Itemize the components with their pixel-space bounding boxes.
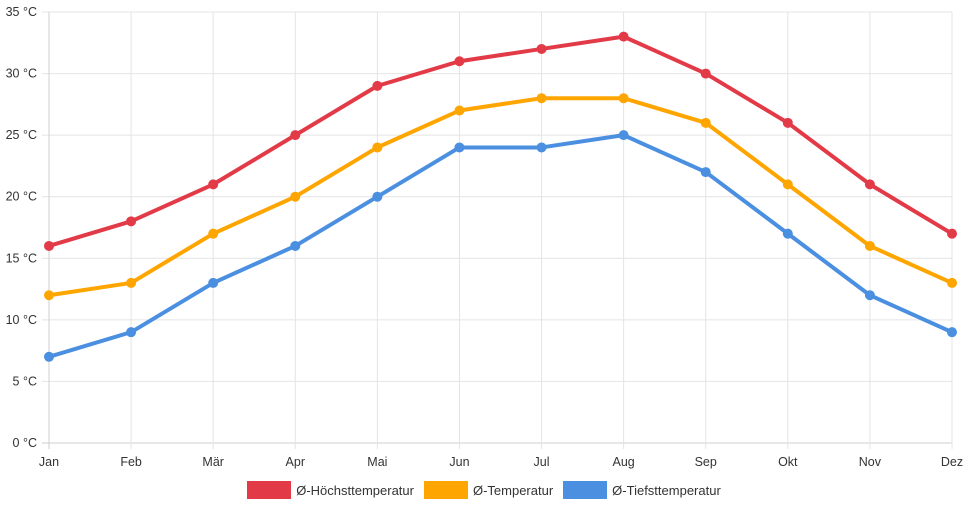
legend-label-high: Ø-Höchsttemperatur	[296, 482, 414, 498]
y-tick-label: 10 °C	[6, 313, 37, 327]
data-point[interactable]	[208, 179, 219, 190]
data-point[interactable]	[782, 117, 793, 128]
x-tick-label: Apr	[286, 455, 305, 469]
data-point[interactable]	[864, 290, 875, 301]
y-tick-label: 5 °C	[13, 374, 37, 388]
data-point[interactable]	[290, 191, 301, 202]
legend-item-avg[interactable]: Ø-Temperatur	[423, 481, 554, 499]
data-point[interactable]	[700, 117, 711, 128]
y-tick-label: 35 °C	[6, 5, 37, 19]
data-point[interactable]	[782, 179, 793, 190]
data-point[interactable]	[290, 240, 301, 251]
series-2	[44, 130, 957, 362]
x-tick-label: Sep	[695, 455, 717, 469]
data-point[interactable]	[618, 93, 629, 104]
x-tick-label: Nov	[859, 455, 882, 469]
data-point[interactable]	[126, 277, 137, 288]
y-tick-label: 20 °C	[6, 190, 37, 204]
y-tick-label: 30 °C	[6, 67, 37, 81]
series-line	[48, 133, 953, 359]
x-axis: Jan Feb Mär Apr Mai Jun Jul Aug Sep Okt Nov Dez	[39, 455, 963, 469]
data-point[interactable]	[947, 277, 957, 288]
data-point[interactable]	[44, 351, 54, 362]
x-tick-label: Dez	[941, 455, 963, 469]
data-point[interactable]	[864, 240, 875, 251]
data-point[interactable]	[536, 142, 547, 153]
legend-label-avg: Ø-Temperatur	[472, 482, 554, 498]
series-0	[44, 31, 957, 251]
data-point[interactable]	[618, 31, 629, 42]
series-group	[44, 31, 957, 362]
data-point[interactable]	[536, 93, 547, 104]
data-point[interactable]	[44, 290, 54, 301]
legend: Ø-Höchsttemperatur Ø-Temperatur Ø-Tiefst…	[0, 481, 968, 499]
data-point[interactable]	[536, 43, 547, 54]
data-point[interactable]	[618, 130, 629, 141]
data-point[interactable]	[700, 167, 711, 178]
x-tick-label: Jan	[39, 455, 59, 469]
legend-item-high[interactable]: Ø-Höchsttemperatur	[247, 481, 414, 499]
x-tick-label: Feb	[120, 455, 142, 469]
y-axis: 0 °C 5 °C 10 °C 15 °C 20 °C 25 °C 30 °C 35 °C	[6, 5, 37, 450]
data-point[interactable]	[126, 216, 137, 227]
series-1	[44, 93, 957, 301]
data-point[interactable]	[947, 327, 957, 338]
data-point[interactable]	[208, 277, 219, 288]
data-point[interactable]	[44, 240, 54, 251]
data-point[interactable]	[700, 68, 711, 79]
x-tick-label: Mär	[202, 455, 224, 469]
x-tick-label: Jun	[449, 455, 469, 469]
legend-swatch-low	[563, 481, 608, 499]
series-line	[48, 34, 954, 248]
y-tick-label: 0 °C	[13, 436, 37, 450]
data-point[interactable]	[208, 228, 219, 239]
data-point[interactable]	[126, 327, 137, 338]
y-tick-label: 15 °C	[6, 251, 37, 265]
data-point[interactable]	[454, 56, 465, 67]
x-tick-label: Okt	[778, 455, 798, 469]
series-line	[48, 96, 953, 298]
legend-swatch-high	[247, 481, 292, 499]
y-tick-label: 25 °C	[6, 128, 37, 142]
x-tick-label: Aug	[613, 455, 635, 469]
data-point[interactable]	[454, 142, 465, 153]
x-tick-label: Mai	[367, 455, 387, 469]
legend-swatch-avg	[423, 481, 468, 499]
data-point[interactable]	[372, 80, 383, 91]
legend-item-low[interactable]: Ø-Tiefsttemperatur	[563, 481, 721, 499]
x-tick-label: Jul	[534, 455, 550, 469]
data-point[interactable]	[782, 228, 793, 239]
data-point[interactable]	[290, 130, 301, 141]
grid	[42, 11, 953, 449]
legend-label-low: Ø-Tiefsttemperatur	[612, 482, 721, 498]
data-point[interactable]	[372, 142, 383, 153]
data-point[interactable]	[864, 179, 875, 190]
temperature-line-chart: 0 °C 5 °C 10 °C 15 °C 20 °C 25 °C 30 °C 35 °C J…	[6, 5, 964, 469]
data-point[interactable]	[454, 105, 465, 116]
data-point[interactable]	[372, 191, 383, 202]
data-point[interactable]	[947, 228, 957, 239]
